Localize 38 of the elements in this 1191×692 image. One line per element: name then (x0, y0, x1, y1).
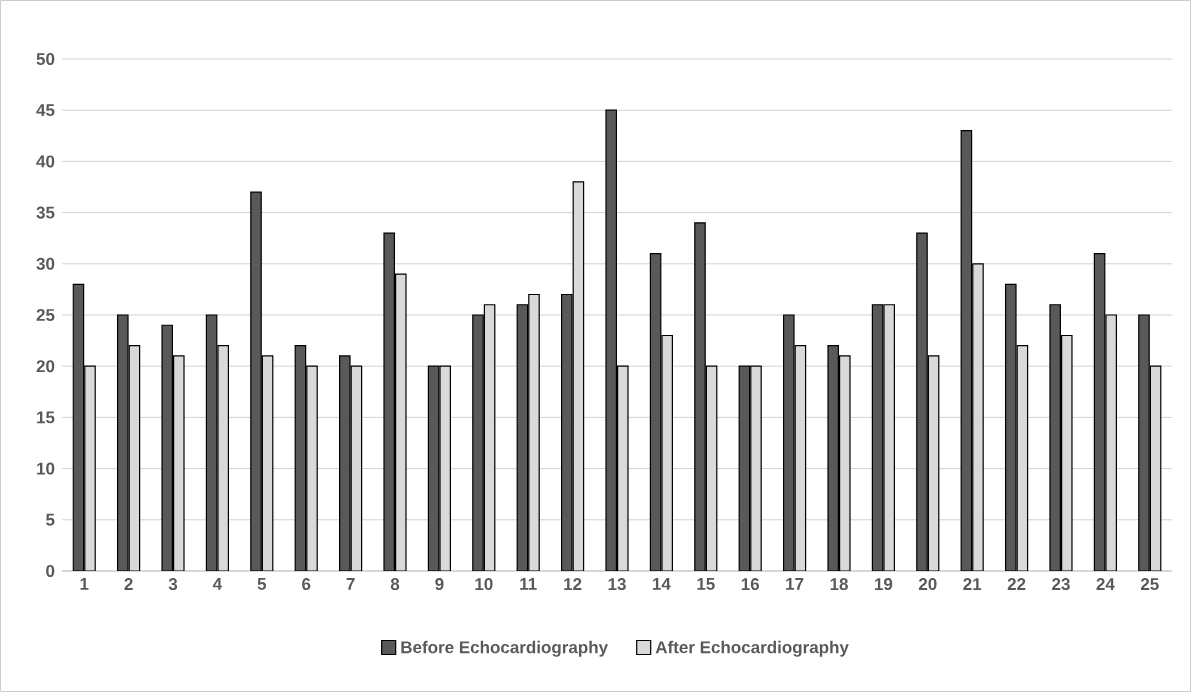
x-tick-label: 10 (475, 578, 493, 591)
y-tick-label: 5 (46, 513, 55, 526)
x-tick-label: 15 (697, 578, 715, 590)
x-tick-label: 1 (80, 578, 89, 590)
legend-label: After Echocardiography (655, 640, 849, 657)
x-tick-label: 8 (390, 578, 400, 591)
x-tick-label: 19 (875, 578, 893, 591)
x-tick-label: 14 (653, 578, 671, 590)
y-tick-label: 50 (36, 53, 55, 66)
y-tick-label: 25 (36, 308, 55, 321)
x-tick-label: 2 (124, 578, 133, 590)
y-tick-label: 40 (36, 155, 55, 168)
x-tick-label: 9 (435, 578, 444, 591)
x-tick-label: 25 (1140, 578, 1159, 591)
y-tick-label: 20 (36, 360, 55, 373)
y-tick-label: 35 (36, 206, 55, 219)
x-tick-label: 6 (302, 578, 311, 591)
x-tick-label: 24 (1096, 578, 1115, 590)
x-tick-label: 22 (1007, 578, 1026, 590)
x-tick-label: 18 (830, 578, 848, 591)
x-tick-label: 16 (741, 578, 760, 591)
x-tick-label: 13 (608, 578, 626, 591)
y-tick-label: 0 (46, 564, 55, 577)
legend-label: Before Echocardiography (401, 640, 608, 657)
y-tick-label: 30 (36, 257, 55, 270)
x-tick-label: 20 (918, 578, 937, 591)
x-tick-label: 11 (520, 578, 537, 590)
x-tick-label: 7 (346, 578, 355, 590)
x-tick-label: 3 (168, 578, 178, 591)
x-tick-label: 23 (1052, 578, 1070, 591)
x-tick-label: 21 (963, 578, 982, 590)
x-tick-label: 4 (212, 578, 223, 590)
y-tick-label: 10 (37, 462, 55, 475)
y-tick-label: 45 (36, 104, 55, 117)
x-tick-label: 5 (257, 578, 267, 590)
x-tick-label: 17 (786, 578, 804, 590)
x-tick-label: 12 (564, 578, 582, 590)
y-tick-label: 15 (37, 411, 55, 424)
